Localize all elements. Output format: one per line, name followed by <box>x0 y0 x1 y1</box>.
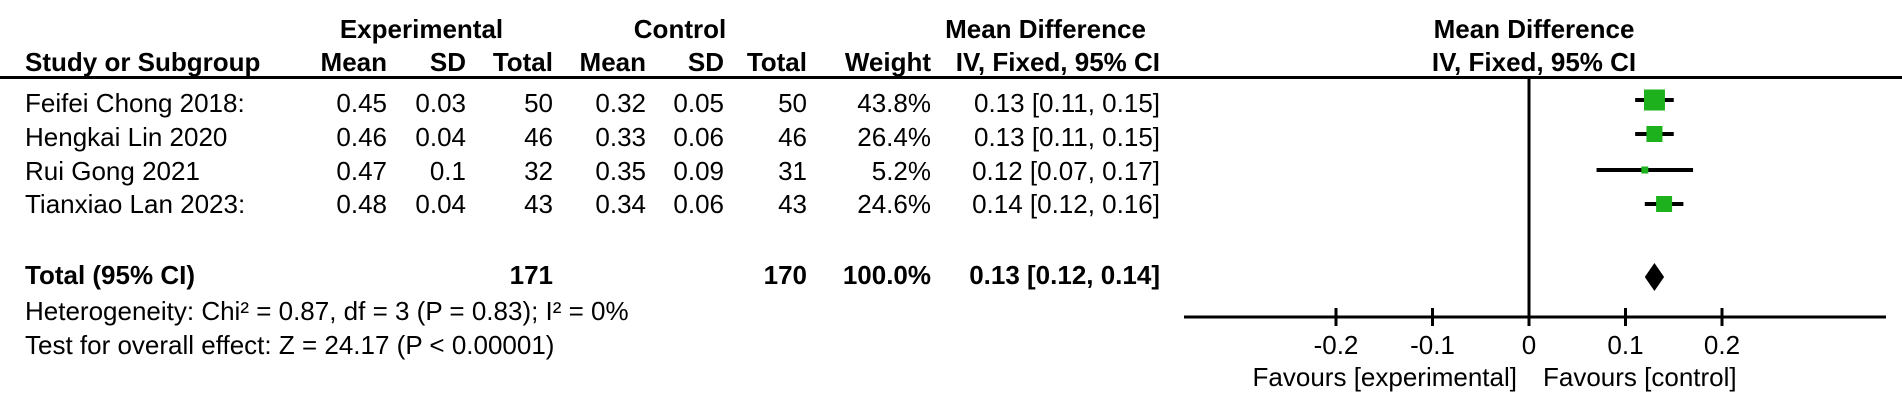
exp-total-cell: 46 <box>524 122 553 152</box>
axis-tick-label: -0.2 <box>1314 330 1359 360</box>
study-weight-square <box>1641 166 1649 174</box>
ctl-mean-header: Mean <box>579 47 646 77</box>
ctl-sd-cell: 0.05 <box>673 88 724 118</box>
favours-control-label: Favours [control] <box>1543 362 1737 392</box>
ctl-mean-cell: 0.35 <box>595 156 646 186</box>
study-weight-square <box>1643 89 1665 111</box>
exp-sd-cell: 0.03 <box>415 88 466 118</box>
plot-ci-method-header: IV, Fixed, 95% CI <box>1431 47 1637 77</box>
exp-sd-cell: 0.04 <box>415 189 466 219</box>
ctl-mean-cell: 0.34 <box>595 189 646 219</box>
exp-total-cell: 43 <box>524 189 553 219</box>
empty-cell <box>387 259 466 292</box>
ci-cell: 0.12 [0.07, 0.17] <box>972 156 1160 186</box>
favours-experimental-label: Favours [experimental] <box>1253 362 1517 392</box>
ctl-sd-cell: 0.06 <box>673 122 724 152</box>
exp-sd-cell: 0.04 <box>415 122 466 152</box>
weight-header: Weight <box>844 47 931 77</box>
table-row: Hengkai Lin 2020 0.46 0.04 46 0.33 0.06 … <box>0 121 1160 154</box>
exp-mean-cell: 0.48 <box>336 189 387 219</box>
total-ci: 0.13 [0.12, 0.14] <box>969 260 1160 290</box>
exp-total-cell: 50 <box>524 88 553 118</box>
exp-mean-cell: 0.46 <box>336 122 387 152</box>
ctl-total-cell: 50 <box>778 88 807 118</box>
ctl-mean-cell: 0.32 <box>595 88 646 118</box>
total-ctl-n: 170 <box>763 260 807 290</box>
header-divider-line <box>0 76 1902 79</box>
axis-tick-label: 0 <box>1522 330 1536 360</box>
empty-cell <box>553 259 646 292</box>
ctl-total-cell: 43 <box>778 189 807 219</box>
table-column-header-row: Study or Subgroup Mean SD Total Mean SD … <box>0 46 1160 79</box>
table-row: Feifei Chong 2018: 0.45 0.03 50 0.32 0.0… <box>0 87 1160 120</box>
ctl-total-cell: 46 <box>778 122 807 152</box>
plot-mean-difference-header: Mean Difference <box>1433 14 1635 44</box>
axis-tick-label: -0.1 <box>1410 330 1455 360</box>
study-name: Rui Gong 2021 <box>25 156 200 186</box>
study-name: Feifei Chong 2018: <box>25 88 245 118</box>
ci-cell: 0.13 [0.11, 0.15] <box>974 122 1160 152</box>
total-exp-n: 171 <box>509 260 553 290</box>
ci-cell: 0.13 [0.11, 0.15] <box>974 88 1160 118</box>
ctl-total-cell: 31 <box>778 156 807 186</box>
ctl-mean-cell: 0.33 <box>595 122 646 152</box>
exp-total-cell: 32 <box>524 156 553 186</box>
study-weight-square <box>1646 126 1663 142</box>
total-diamond <box>1644 263 1665 291</box>
table-group-header-row: Experimental Control Mean Difference <box>0 13 1160 46</box>
weight-cell: 43.8% <box>857 88 931 118</box>
study-weight-square <box>1656 196 1673 212</box>
control-group-header: Control <box>633 14 727 44</box>
study-name: Tianxiao Lan 2023: <box>25 189 246 219</box>
experimental-group-header: Experimental <box>339 14 504 44</box>
spacer-cell <box>0 13 290 46</box>
table-row: Tianxiao Lan 2023: 0.48 0.04 43 0.34 0.0… <box>0 188 1160 221</box>
exp-mean-cell: 0.47 <box>336 156 387 186</box>
overall-effect-line: Test for overall effect: Z = 24.17 (P < … <box>25 330 555 360</box>
axis-tick-label: 0.2 <box>1704 330 1740 360</box>
exp-mean-cell: 0.45 <box>336 88 387 118</box>
empty-cell <box>646 259 724 292</box>
empty-cell <box>290 259 387 292</box>
ci-method-header: IV, Fixed, 95% CI <box>955 47 1160 77</box>
weight-cell: 24.6% <box>857 189 931 219</box>
exp-total-header: Total <box>492 47 553 77</box>
weight-cell: 26.4% <box>857 122 931 152</box>
ctl-total-header: Total <box>746 47 807 77</box>
ctl-sd-header: SD <box>687 47 724 77</box>
total-row: Total (95% CI) 171 170 100.0% 0.13 [0.12… <box>0 259 1160 292</box>
heterogeneity-line: Heterogeneity: Chi² = 0.87, df = 3 (P = … <box>25 296 629 326</box>
mean-difference-header: Mean Difference <box>945 14 1146 44</box>
weight-cell: 5.2% <box>871 156 931 186</box>
ctl-sd-cell: 0.06 <box>673 189 724 219</box>
total-weight: 100.0% <box>842 260 931 290</box>
axis-tick-label: 0.1 <box>1607 330 1643 360</box>
exp-sd-header: SD <box>429 47 466 77</box>
study-or-subgroup-header: Study or Subgroup <box>25 47 261 77</box>
study-name: Hengkai Lin 2020 <box>25 122 228 152</box>
exp-mean-header: Mean <box>320 47 387 77</box>
ci-cell: 0.14 [0.12, 0.16] <box>972 189 1160 219</box>
table-row: Rui Gong 2021 0.47 0.1 32 0.35 0.09 31 5… <box>0 155 1160 188</box>
total-label: Total (95% CI) <box>25 260 195 290</box>
ctl-sd-cell: 0.09 <box>673 156 724 186</box>
forest-plot-graphic: -0.2 -0.1 0 0.1 0.2 Favours [experimental] Fav… <box>1184 79 1886 392</box>
exp-sd-cell: 0.1 <box>429 156 466 186</box>
